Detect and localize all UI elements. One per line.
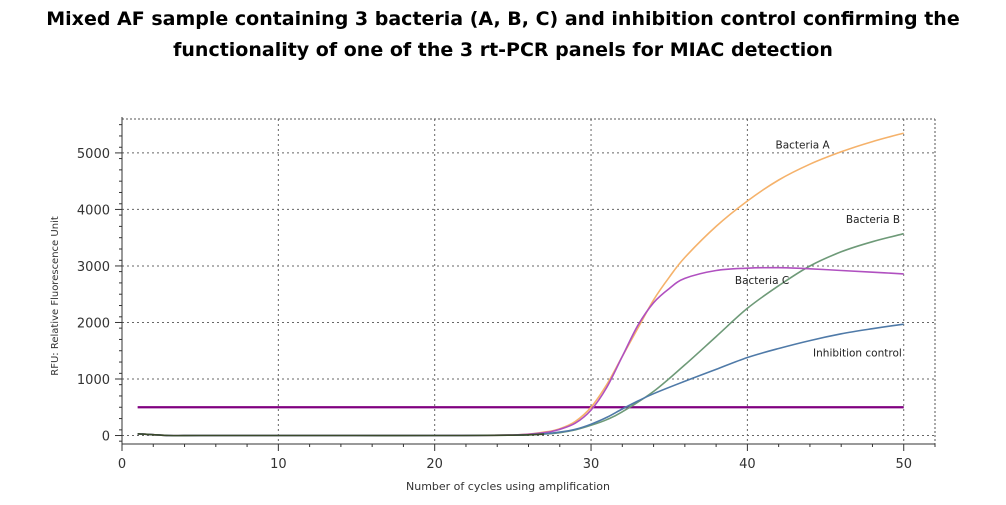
y-tick-label: 5000 (77, 147, 110, 162)
y-tick-label: 1000 (77, 373, 110, 388)
series-annotation-label: Bacteria A (776, 139, 831, 151)
axes (121, 117, 935, 445)
chart-title-line-2: functionality of one of the 3 rt-PCR pan… (173, 39, 833, 61)
series-annotations: Bacteria A Bacteria B Bacteria C Inhibition… (735, 139, 902, 359)
x-tick-label: 30 (583, 457, 600, 472)
y-tick-label: 3000 (77, 260, 110, 275)
series-line-bacteria-c (137, 266, 904, 437)
x-tick-label: 40 (739, 457, 756, 472)
x-axis-label: Number of cycles using amplification (406, 480, 610, 493)
chart-title: Mixed AF sample containing 3 bacteria (A… (0, 4, 1006, 66)
y-tick-label: 4000 (77, 203, 110, 218)
series-line-bacteria-b (137, 232, 904, 437)
y-tick-label: 0 (102, 430, 110, 445)
chart-title-line-1: Mixed AF sample containing 3 bacteria (A… (46, 8, 960, 30)
series-annotation-label: Inhibition control (813, 347, 902, 359)
axis-ticks: 0 10 20 30 40 50 0 1000 2000 3000 4000 5000 (77, 124, 936, 472)
x-tick-label: 50 (895, 457, 912, 472)
y-tick-label: 2000 (77, 316, 110, 331)
y-axis-label: RFU: Relative Fluorescence Unit (50, 216, 61, 376)
series-lines (137, 132, 904, 437)
series-line-inhibition-control (137, 323, 904, 437)
x-tick-label: 10 (270, 457, 287, 472)
series-annotation-label: Bacteria B (846, 214, 900, 226)
baseline-overlap-line (137, 433, 545, 437)
grid-lines (122, 118, 936, 444)
x-tick-label: 20 (426, 457, 443, 472)
x-tick-label: 0 (118, 457, 126, 472)
series-annotation-label: Bacteria C (735, 275, 789, 287)
